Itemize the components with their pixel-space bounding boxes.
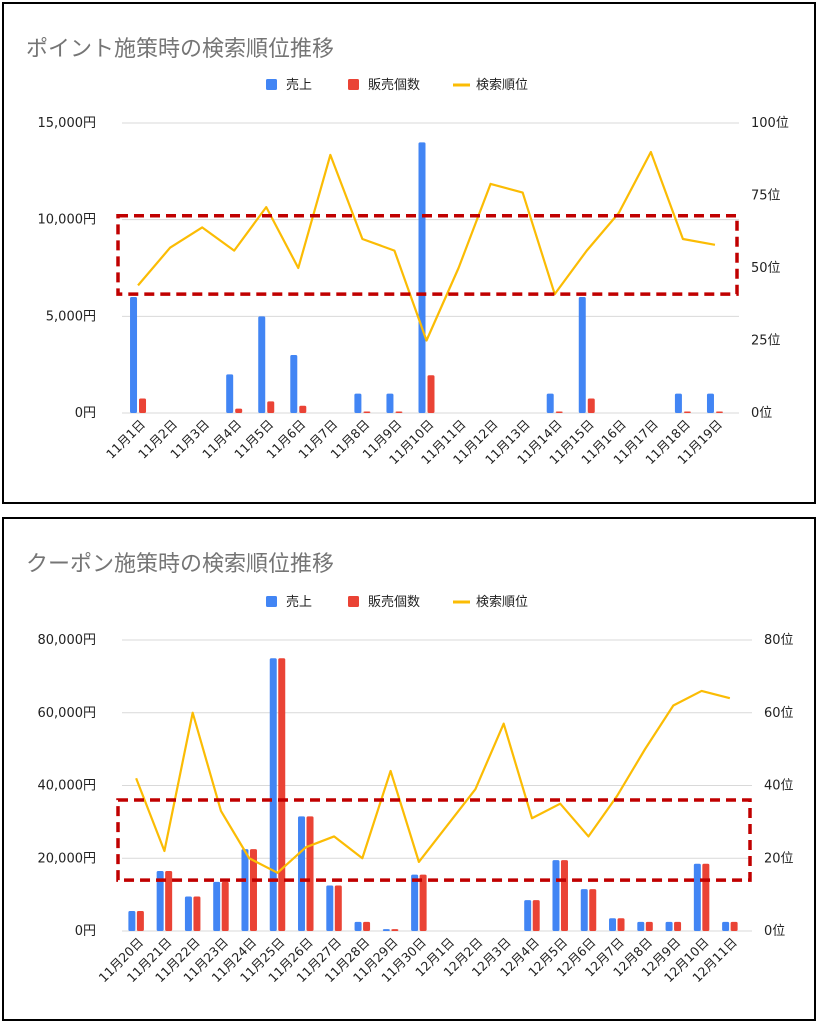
y-right-tick-label: 25位: [751, 334, 781, 349]
bar-sales: [580, 889, 588, 931]
legend-rank-label: 検索順位: [476, 595, 528, 610]
bar-units: [221, 881, 229, 931]
bar-units: [235, 408, 243, 413]
y-left-tick-label: 40,000円: [38, 779, 97, 794]
bar-sales: [609, 918, 617, 931]
bar-units: [278, 658, 286, 931]
bar-units: [587, 398, 595, 413]
bar-units: [165, 870, 173, 931]
bar-sales: [128, 910, 136, 931]
bar-sales: [665, 921, 673, 931]
bar-units: [299, 405, 307, 413]
bar-units: [683, 411, 691, 413]
y-left-tick-label: 60,000円: [38, 706, 97, 721]
bar-sales: [130, 297, 138, 413]
y-left-tick-label: 15,000円: [38, 116, 97, 131]
bar-sales: [298, 816, 306, 931]
highlight-box: [116, 798, 752, 882]
bar-sales: [411, 874, 419, 931]
bar-units: [560, 860, 568, 931]
series-line-rank: [135, 689, 731, 874]
bar-units: [702, 863, 710, 931]
bar-sales: [386, 393, 394, 413]
bar-units: [193, 896, 201, 931]
y-right-tick-label: 0位: [764, 924, 785, 939]
bar-units: [730, 921, 738, 931]
bar-sales: [552, 860, 560, 931]
bar-units: [395, 411, 403, 413]
bar-units: [617, 918, 625, 931]
y-right-tick-label: 0位: [751, 406, 772, 421]
y-left-tick-label: 20,000円: [38, 851, 97, 866]
bar-units: [674, 921, 682, 931]
bar-sales: [354, 393, 362, 413]
bar-sales: [326, 885, 334, 931]
chart-title: クーポン施策時の検索順位推移: [26, 552, 334, 577]
bar-sales: [184, 896, 192, 931]
bar-sales: [722, 921, 730, 931]
bar-sales: [290, 355, 298, 413]
bar-units: [419, 874, 427, 931]
bar-units: [645, 921, 653, 931]
bar-sales: [693, 863, 701, 931]
y-right-tick-label: 80位: [764, 633, 794, 648]
bar-units: [363, 411, 371, 413]
y-right-tick-label: 75位: [751, 189, 781, 204]
bar-units: [306, 816, 314, 931]
bar-sales: [524, 900, 532, 931]
bar-sales: [354, 921, 362, 931]
bar-sales: [269, 658, 277, 931]
bar-units: [589, 889, 597, 931]
bar-units: [715, 411, 723, 413]
legend-sales-swatch: [266, 79, 277, 90]
bar-units: [427, 375, 435, 413]
y-right-tick-label: 20位: [764, 851, 794, 866]
y-left-tick-label: 0円: [75, 406, 96, 421]
bar-sales: [382, 929, 390, 931]
bar-sales: [546, 393, 554, 413]
series-line-rank: [137, 150, 716, 342]
legend-sales-label: 売上: [286, 594, 312, 610]
bar-units: [249, 849, 257, 931]
bar-units: [139, 398, 147, 413]
bar-sales: [258, 316, 266, 413]
bar-units: [267, 401, 275, 413]
chart-panel-point: ポイント施策時の検索順位推移売上 販売個数 検索順位 0円 5,000円 10,000円 1…: [2, 2, 816, 504]
legend-sales-label: 売上: [286, 77, 312, 93]
legend-units-swatch: [348, 596, 359, 607]
chart-title: ポイント施策時の検索順位推移: [26, 37, 334, 62]
bar-units: [363, 921, 371, 931]
bar-units: [391, 929, 399, 931]
y-right-tick-label: 100位: [751, 116, 789, 131]
bar-sales: [156, 870, 164, 931]
bar-sales: [706, 393, 714, 413]
legend-rank-label: 検索順位: [476, 78, 528, 93]
bar-units: [555, 411, 563, 413]
bar-sales: [418, 142, 426, 414]
legend-sales-swatch: [266, 596, 277, 607]
y-left-tick-label: 80,000円: [38, 633, 97, 648]
chart-panel-coupon: クーポン施策時の検索順位推移売上 販売個数 検索順位 0円 20,000円 40,000円…: [2, 517, 816, 1021]
bar-sales: [213, 881, 221, 931]
y-right-tick-label: 50位: [751, 261, 781, 276]
y-right-tick-label: 60位: [764, 706, 794, 721]
y-left-tick-label: 0円: [75, 924, 96, 939]
y-right-tick-label: 40位: [764, 779, 794, 794]
legend-units-swatch: [348, 79, 359, 90]
bar-sales: [674, 393, 682, 413]
legend-units-label: 販売個数: [368, 594, 420, 610]
bar-sales: [637, 921, 645, 931]
y-left-tick-label: 10,000円: [38, 213, 97, 228]
bar-units: [136, 910, 144, 931]
bar-units: [532, 900, 540, 931]
y-left-tick-label: 5,000円: [46, 309, 96, 324]
bar-sales: [241, 849, 249, 931]
bar-sales: [578, 297, 586, 413]
bar-units: [334, 885, 342, 931]
bar-sales: [226, 374, 234, 413]
highlight-box: [116, 214, 739, 296]
legend-units-label: 販売個数: [368, 77, 420, 93]
